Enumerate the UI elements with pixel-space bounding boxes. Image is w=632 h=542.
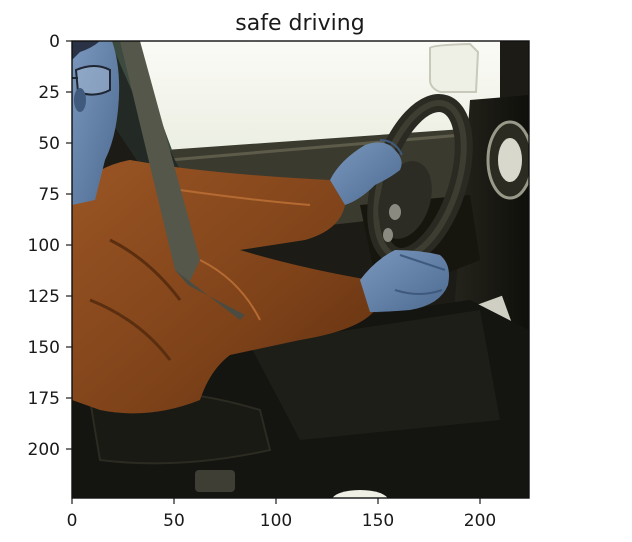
figure-title: safe driving: [235, 11, 364, 36]
y-tick-label: 150: [28, 338, 60, 358]
x-tick-label: 100: [260, 511, 292, 531]
x-tick-label: 50: [163, 511, 185, 531]
x-tick-label: 150: [362, 511, 394, 531]
y-tick-label: 0: [49, 32, 60, 52]
x-tick-label: 200: [464, 511, 496, 531]
y-tick-label: 50: [38, 134, 60, 154]
y-tick-label: 75: [38, 185, 60, 205]
x-axis: 0 50 100 150 200: [67, 498, 496, 531]
y-tick-label: 200: [28, 440, 60, 460]
y-tick-label: 25: [38, 83, 60, 103]
y-tick-label: 175: [28, 389, 60, 409]
y-tick-label: 100: [28, 236, 60, 256]
driver-photo: [72, 41, 529, 498]
y-axis: 0 25 50 75 100 125 150 175 200: [28, 32, 72, 460]
y-tick-label: 125: [28, 287, 60, 307]
x-tick-label: 0: [67, 511, 78, 531]
axes-frame: [71, 40, 530, 499]
